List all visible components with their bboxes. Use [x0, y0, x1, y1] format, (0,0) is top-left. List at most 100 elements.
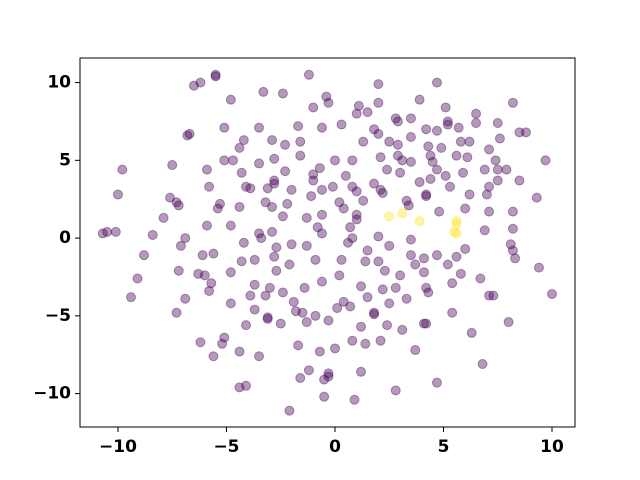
point — [336, 119, 347, 130]
point — [414, 94, 425, 105]
point — [201, 220, 212, 231]
point — [382, 164, 393, 175]
point — [421, 318, 432, 329]
point — [488, 290, 499, 301]
point — [490, 155, 501, 166]
point — [204, 181, 215, 192]
plot-frame — [79, 57, 576, 428]
point — [241, 380, 252, 391]
point — [280, 166, 291, 177]
point — [360, 338, 371, 349]
point — [479, 164, 490, 175]
x-tick-label: 0 — [329, 437, 341, 457]
point — [234, 346, 245, 357]
point — [484, 181, 495, 192]
point — [373, 128, 384, 139]
point — [458, 167, 469, 178]
point — [440, 170, 451, 181]
point — [484, 144, 495, 155]
point — [447, 307, 458, 318]
point — [316, 228, 327, 239]
point — [329, 155, 340, 166]
point — [421, 124, 432, 135]
point — [316, 276, 327, 287]
point — [356, 321, 367, 332]
point — [295, 150, 306, 161]
point — [345, 222, 356, 233]
y-tick-label: 10 — [47, 73, 71, 93]
point — [262, 183, 273, 194]
point — [329, 343, 340, 354]
point — [314, 346, 325, 357]
point — [395, 270, 406, 281]
point — [451, 251, 462, 262]
point — [301, 212, 312, 223]
point — [451, 228, 462, 239]
point — [201, 164, 212, 175]
point — [245, 183, 256, 194]
point — [260, 290, 271, 301]
point — [321, 91, 332, 102]
point — [180, 293, 191, 304]
point — [392, 139, 403, 150]
point — [418, 318, 429, 329]
point — [238, 135, 249, 146]
point — [323, 371, 334, 382]
point — [353, 100, 364, 111]
point — [284, 405, 295, 416]
point — [405, 113, 416, 124]
point — [484, 206, 495, 217]
point — [384, 298, 395, 309]
point — [397, 208, 408, 219]
point — [332, 303, 343, 314]
point — [405, 250, 416, 261]
point — [405, 131, 416, 142]
x-tick-label: 5 — [438, 437, 450, 457]
point — [254, 122, 265, 133]
point — [501, 164, 512, 175]
point — [431, 77, 442, 88]
point — [269, 153, 280, 164]
point — [405, 156, 416, 167]
point — [277, 211, 288, 222]
point — [343, 237, 354, 248]
point — [236, 256, 247, 267]
point — [208, 248, 219, 259]
point — [477, 359, 488, 370]
point — [249, 254, 260, 265]
point — [234, 382, 245, 393]
y-tick-label: 5 — [59, 150, 71, 170]
point — [507, 206, 518, 217]
point — [286, 239, 297, 250]
point — [173, 265, 184, 276]
point — [434, 206, 445, 217]
point — [384, 240, 395, 251]
point — [462, 152, 473, 163]
point — [436, 142, 447, 153]
point — [125, 292, 136, 303]
point — [197, 250, 208, 261]
point — [471, 117, 482, 128]
point — [195, 337, 206, 348]
point — [442, 119, 453, 130]
point — [225, 267, 236, 278]
point — [423, 287, 434, 298]
point — [431, 125, 442, 136]
point — [171, 307, 182, 318]
point — [314, 163, 325, 174]
point — [267, 135, 278, 146]
point — [282, 198, 293, 209]
point — [351, 108, 362, 119]
point — [241, 181, 252, 192]
point — [390, 282, 401, 293]
point — [351, 209, 362, 220]
point — [316, 209, 327, 220]
point — [533, 262, 544, 273]
point — [271, 242, 282, 253]
point — [180, 233, 191, 244]
point — [375, 152, 386, 163]
point — [308, 169, 319, 180]
point — [425, 173, 436, 184]
point — [258, 86, 269, 97]
